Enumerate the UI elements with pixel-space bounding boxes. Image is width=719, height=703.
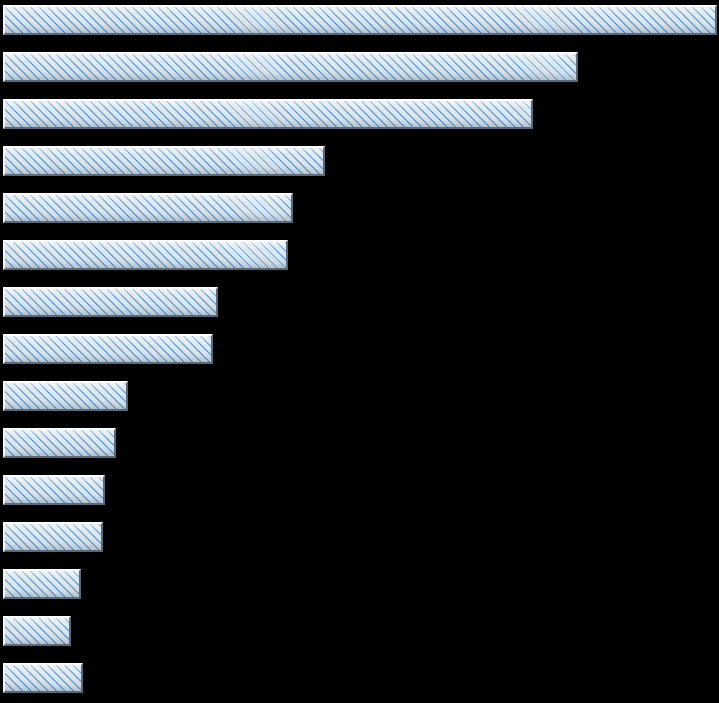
- bar: [3, 334, 213, 364]
- bar: [3, 287, 218, 317]
- bar: [3, 52, 578, 82]
- bar: [3, 381, 128, 411]
- bar: [3, 240, 288, 270]
- bar: [3, 663, 83, 693]
- horizontal-bar-chart: [0, 0, 719, 703]
- bar: [3, 428, 116, 458]
- bar: [3, 475, 105, 505]
- bar: [3, 522, 103, 552]
- bar: [3, 569, 81, 599]
- bar: [3, 146, 325, 176]
- bar: [3, 99, 533, 129]
- bar: [3, 616, 71, 646]
- bar: [3, 193, 293, 223]
- bar: [3, 5, 717, 35]
